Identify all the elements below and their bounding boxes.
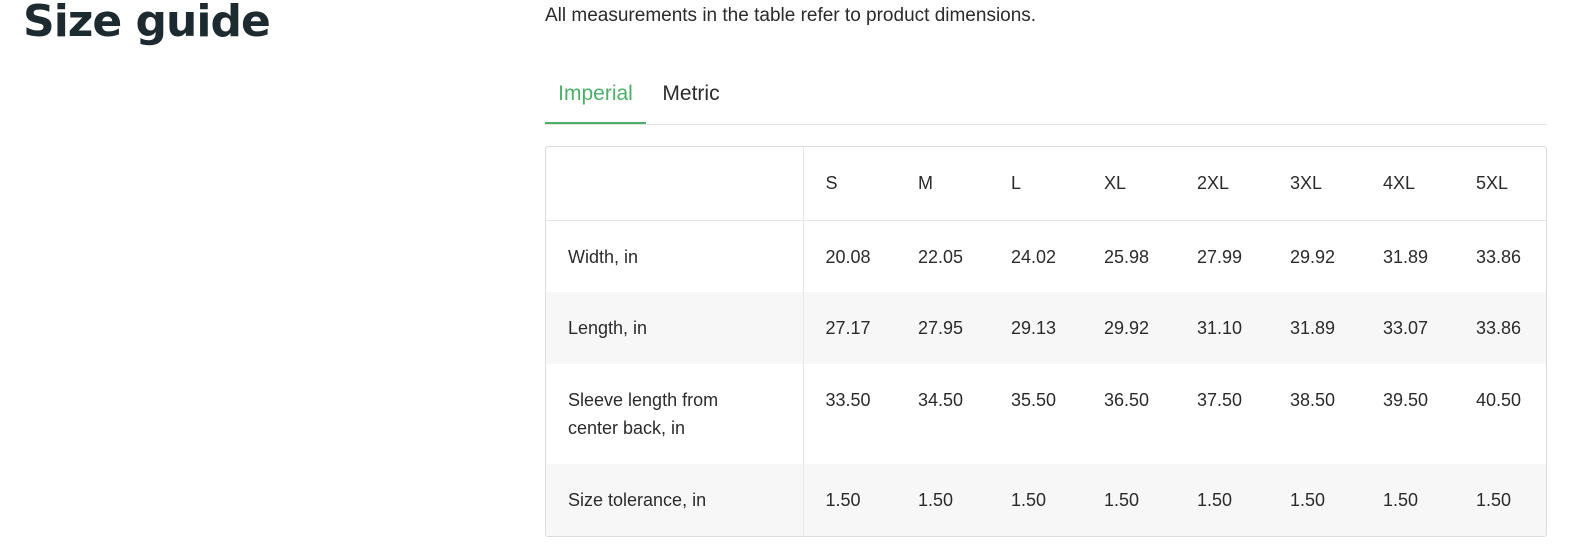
size-header-3xl: 3XL — [1268, 147, 1361, 221]
size-header-4xl: 4XL — [1361, 147, 1454, 221]
size-header-5xl: 5XL — [1454, 147, 1546, 221]
table-cell: 31.10 — [1197, 318, 1243, 338]
table-cell: 1.50 — [918, 490, 954, 510]
size-header-s: S — [803, 147, 896, 221]
table-cell: 1.50 — [1197, 490, 1233, 510]
table-row-sleeve-length: Sleeve length from center back, in 33.50… — [546, 364, 1546, 464]
table-cell: 40.50 — [1476, 390, 1522, 410]
table-cell: 36.50 — [1104, 390, 1150, 410]
tab-imperial[interactable]: Imperial — [545, 72, 646, 124]
tab-metric[interactable]: Metric — [662, 82, 720, 105]
size-table: S M L XL 2XL 3XL 4XL 5XL Width, in 20.08… — [546, 147, 1546, 536]
table-cell: 35.50 — [1011, 390, 1057, 410]
row-label: Length, in — [546, 292, 804, 364]
table-cell: 34.50 — [918, 390, 964, 410]
table-row-width: Width, in 20.08 22.05 24.02 25.98 27.99 … — [546, 220, 1546, 292]
table-cell: 27.95 — [918, 318, 964, 338]
table-cell: 24.02 — [1011, 246, 1057, 267]
table-cell: 27.17 — [825, 318, 871, 338]
table-cell: 37.50 — [1197, 390, 1243, 410]
table-cell: 1.50 — [1290, 490, 1326, 510]
table-cell: 33.86 — [1476, 318, 1522, 338]
intro-text: All measurements in the table refer to p… — [545, 5, 1037, 26]
table-cell: 1.50 — [1104, 490, 1140, 510]
table-row-length: Length, in 27.17 27.95 29.13 29.92 31.10… — [546, 292, 1546, 364]
table-cell: 1.50 — [1383, 490, 1419, 510]
size-header-l: L — [989, 147, 1082, 221]
row-label: Size tolerance, in — [546, 464, 804, 536]
unit-tabs: Imperial Metric — [545, 72, 1547, 125]
table-cell: 33.50 — [825, 390, 871, 410]
table-cell: 31.89 — [1383, 246, 1429, 267]
table-cell: 31.89 — [1290, 318, 1336, 338]
row-label: Width, in — [546, 220, 804, 292]
table-corner-cell — [546, 147, 804, 221]
table-cell: 25.98 — [1104, 246, 1150, 267]
table-cell: 27.99 — [1197, 246, 1243, 267]
table-cell: 33.86 — [1476, 246, 1522, 267]
size-table-container: S M L XL 2XL 3XL 4XL 5XL Width, in 20.08… — [545, 146, 1547, 537]
table-row-size-tolerance: Size tolerance, in 1.50 1.50 1.50 1.50 1… — [546, 464, 1546, 536]
page-title: Size guide — [23, 0, 271, 47]
row-label: Sleeve length from center back, in — [546, 364, 804, 464]
table-cell: 29.92 — [1104, 318, 1150, 338]
size-header-2xl: 2XL — [1175, 147, 1268, 221]
table-cell: 1.50 — [1476, 490, 1512, 510]
table-header-row: S M L XL 2XL 3XL 4XL 5XL — [546, 147, 1546, 221]
size-header-xl: XL — [1082, 147, 1175, 221]
table-cell: 22.05 — [918, 246, 964, 267]
table-cell: 29.92 — [1290, 246, 1336, 267]
size-header-m: M — [896, 147, 989, 221]
table-cell: 20.08 — [825, 246, 871, 267]
table-cell: 29.13 — [1011, 318, 1057, 338]
table-cell: 1.50 — [1011, 490, 1047, 510]
table-cell: 39.50 — [1383, 390, 1429, 410]
table-cell: 1.50 — [825, 490, 861, 510]
table-cell: 38.50 — [1290, 390, 1336, 410]
table-cell: 33.07 — [1383, 318, 1429, 338]
